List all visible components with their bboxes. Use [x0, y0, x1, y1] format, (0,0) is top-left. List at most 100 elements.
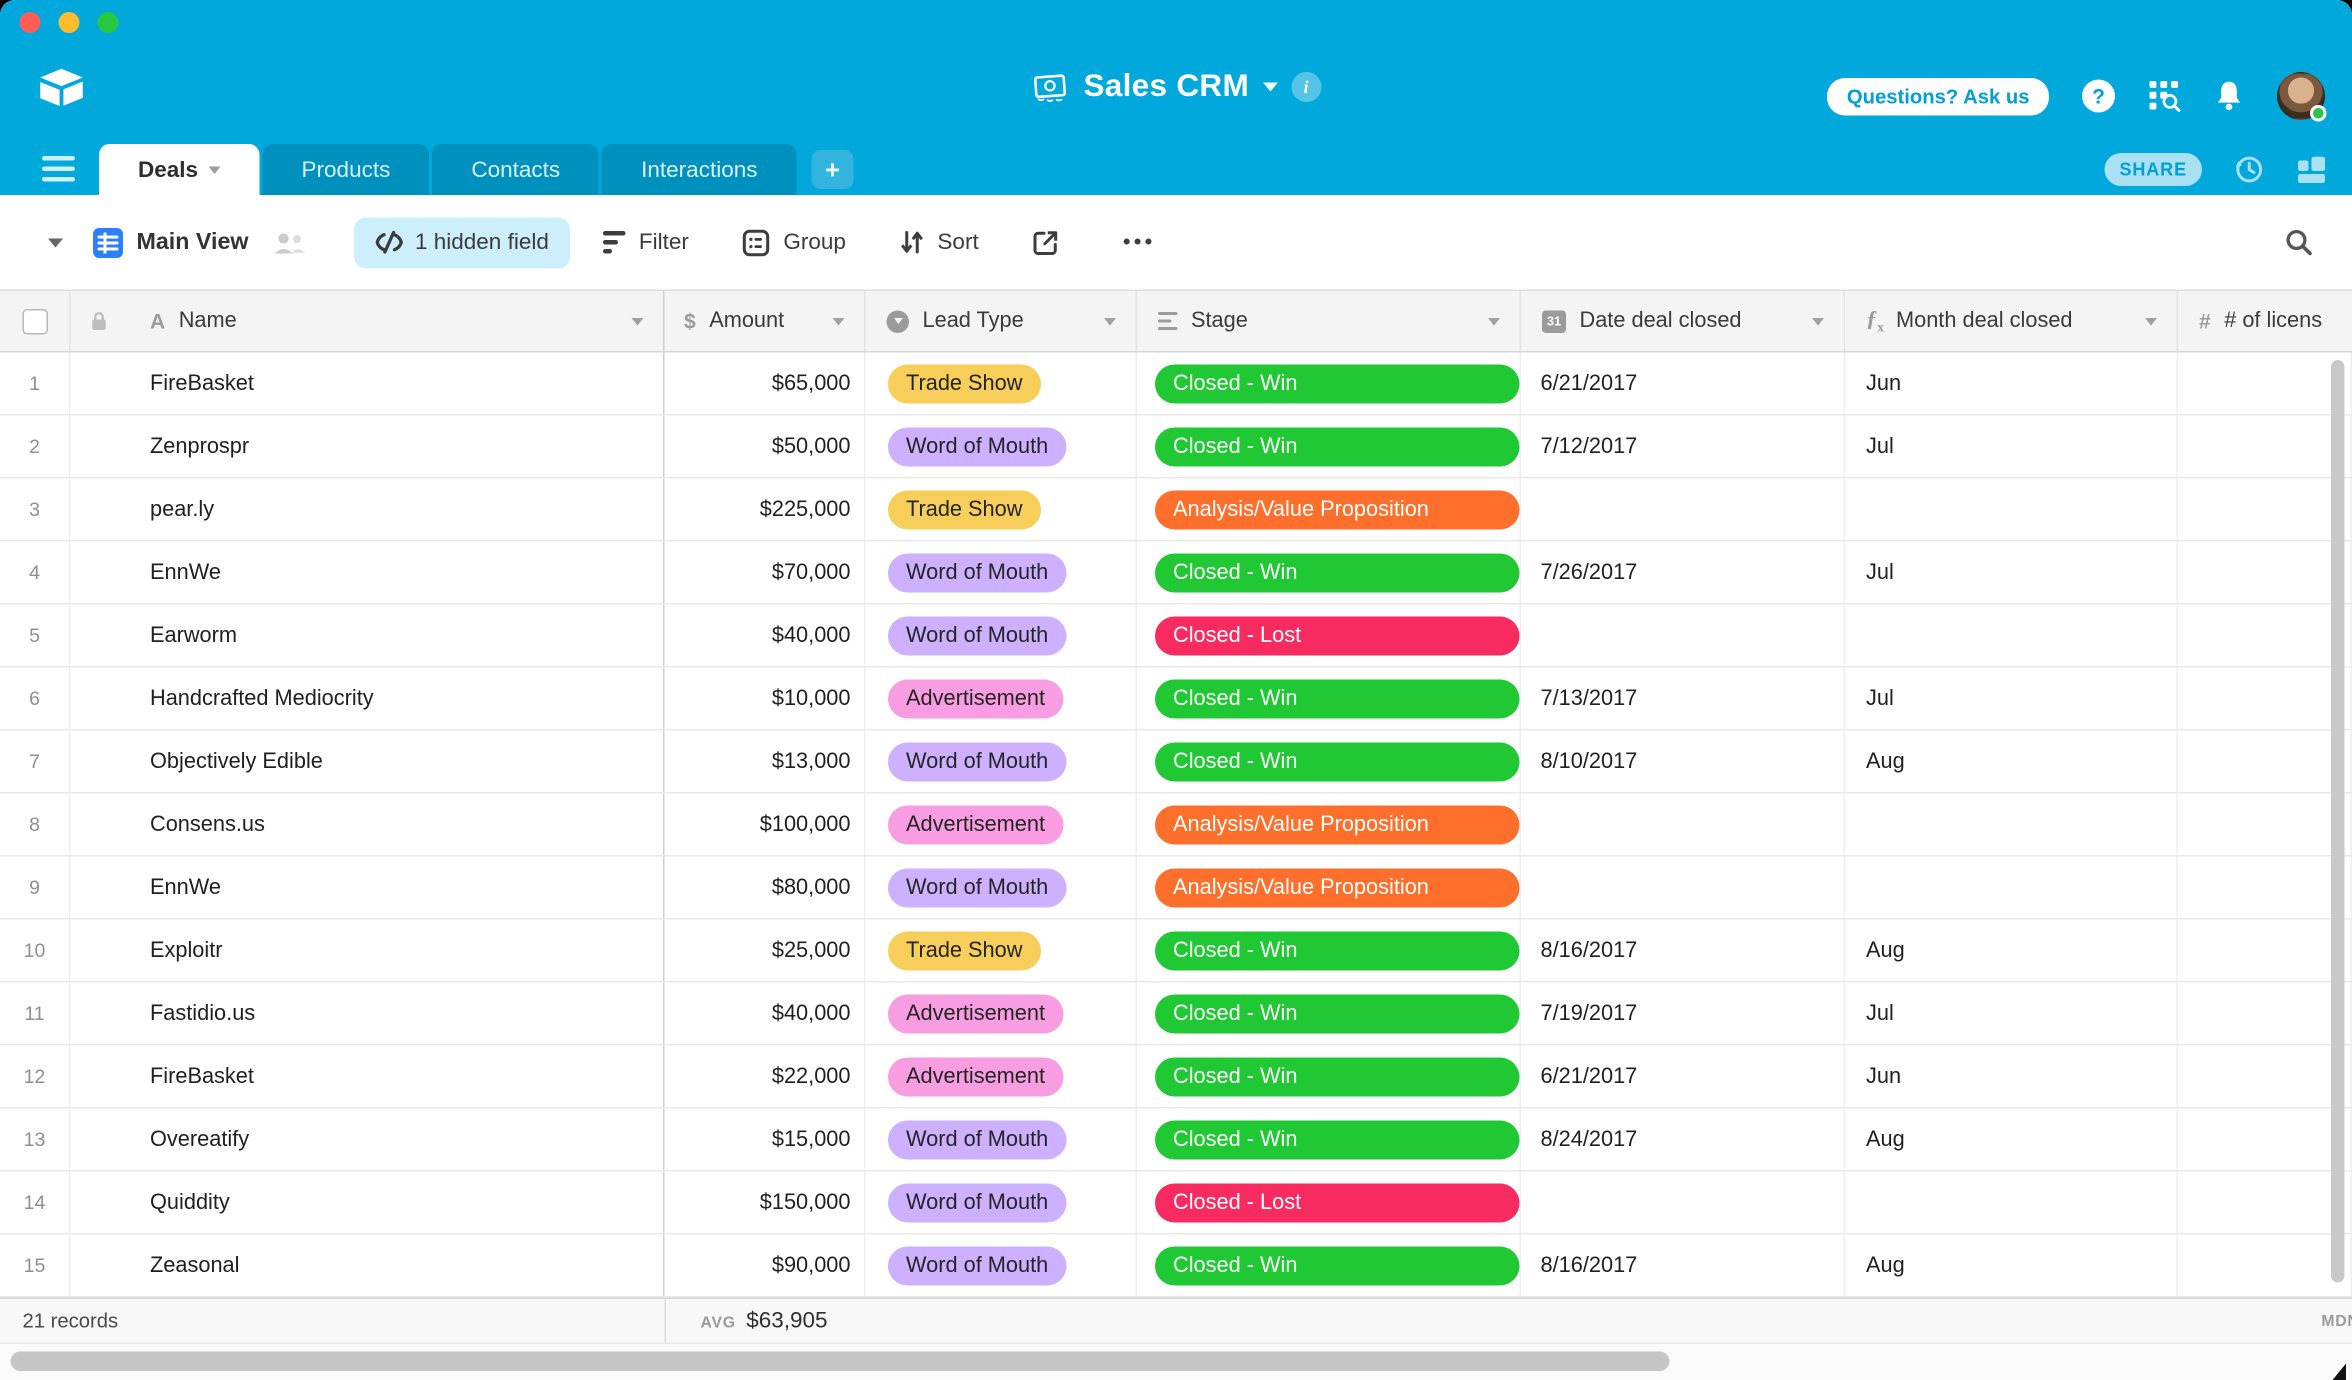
filter-button[interactable]: Filter [602, 230, 689, 255]
cell-month-closed[interactable] [1845, 478, 2178, 540]
share-button[interactable]: SHARE [2104, 153, 2202, 186]
row-gutter[interactable]: 8 [0, 793, 71, 855]
cell-lead-type[interactable]: Advertisement [866, 1045, 1137, 1107]
cell-name[interactable]: Handcrafted Mediocrity [71, 667, 665, 729]
help-icon[interactable]: ? [2082, 79, 2115, 113]
blocks-panel-icon[interactable] [2295, 153, 2328, 186]
cell-licenses[interactable] [2178, 604, 2352, 666]
cell-month-closed[interactable]: Aug [1845, 1234, 2178, 1296]
column-header-name[interactable]: A Name [71, 291, 665, 351]
cell-lead-type[interactable]: Advertisement [866, 667, 1137, 729]
column-menu-caret-icon[interactable] [832, 317, 845, 325]
row-gutter[interactable]: 1 [0, 352, 71, 414]
cell-amount[interactable]: $13,000 [665, 730, 866, 792]
vertical-scrollbar-thumb[interactable] [2331, 360, 2345, 1283]
user-avatar[interactable] [2277, 72, 2327, 122]
cell-stage[interactable]: Analysis/Value Proposition [1137, 478, 1521, 540]
cell-licenses[interactable] [2178, 1234, 2352, 1296]
cell-date-closed[interactable] [1521, 856, 1845, 918]
cell-date-closed[interactable]: 8/24/2017 [1521, 1108, 1845, 1170]
history-icon[interactable] [2232, 153, 2265, 186]
cell-name[interactable]: FireBasket [71, 352, 665, 414]
column-menu-caret-icon[interactable] [1812, 317, 1824, 325]
cell-stage[interactable]: Closed - Win [1137, 541, 1521, 603]
cell-amount[interactable]: $50,000 [665, 415, 866, 477]
cell-licenses[interactable] [2178, 541, 2352, 603]
cell-stage[interactable]: Closed - Lost [1137, 1171, 1521, 1233]
cell-amount[interactable]: $40,000 [665, 604, 866, 666]
cell-name[interactable]: Consens.us [71, 793, 665, 855]
cell-month-closed[interactable]: Jul [1845, 541, 2178, 603]
row-gutter[interactable]: 2 [0, 415, 71, 477]
row-gutter[interactable]: 12 [0, 1045, 71, 1107]
cell-lead-type[interactable]: Word of Mouth [866, 541, 1137, 603]
cell-licenses[interactable] [2178, 730, 2352, 792]
cell-name[interactable]: Earworm [71, 604, 665, 666]
column-menu-caret-icon[interactable] [2145, 317, 2157, 325]
more-options-button[interactable]: ••• [1122, 229, 1156, 256]
search-icon[interactable] [2285, 228, 2314, 257]
cell-amount[interactable]: $70,000 [665, 541, 866, 603]
cell-month-closed[interactable] [1845, 604, 2178, 666]
column-menu-caret-icon[interactable] [1488, 317, 1500, 325]
tab-products[interactable]: Products [262, 144, 430, 195]
cell-amount[interactable]: $150,000 [665, 1171, 866, 1233]
cell-month-closed[interactable]: Jul [1845, 667, 2178, 729]
cell-month-closed[interactable] [1845, 793, 2178, 855]
cell-name[interactable]: EnnWe [71, 856, 665, 918]
row-gutter[interactable]: 14 [0, 1171, 71, 1233]
cell-lead-type[interactable]: Word of Mouth [866, 1171, 1137, 1233]
cell-lead-type[interactable]: Trade Show [866, 352, 1137, 414]
cell-name[interactable]: Zeasonal [71, 1234, 665, 1296]
cell-name[interactable]: Overeatify [71, 1108, 665, 1170]
cell-date-closed[interactable] [1521, 604, 1845, 666]
cell-amount[interactable]: $80,000 [665, 856, 866, 918]
view-name[interactable]: Main View [136, 228, 249, 255]
cell-lead-type[interactable]: Word of Mouth [866, 415, 1137, 477]
cell-lead-type[interactable]: Advertisement [866, 793, 1137, 855]
cell-stage[interactable]: Closed - Win [1137, 1234, 1521, 1296]
cell-amount[interactable]: $100,000 [665, 793, 866, 855]
horizontal-scrollbar-thumb[interactable] [10, 1351, 1670, 1371]
cell-stage[interactable]: Closed - Win [1137, 352, 1521, 414]
questions-button[interactable]: Questions? Ask us [1827, 77, 2049, 115]
cell-date-closed[interactable]: 6/21/2017 [1521, 352, 1845, 414]
row-gutter[interactable]: 13 [0, 1108, 71, 1170]
cell-stage[interactable]: Closed - Win [1137, 415, 1521, 477]
select-all-checkbox[interactable] [21, 308, 48, 334]
cell-name[interactable]: Fastidio.us [71, 982, 665, 1044]
cell-date-closed[interactable]: 7/19/2017 [1521, 982, 1845, 1044]
tab-interactions[interactable]: Interactions [602, 144, 797, 195]
cell-lead-type[interactable]: Word of Mouth [866, 1108, 1137, 1170]
cell-stage[interactable]: Closed - Win [1137, 667, 1521, 729]
apps-search-icon[interactable] [2148, 80, 2181, 113]
cell-name[interactable]: FireBasket [71, 1045, 665, 1107]
cell-date-closed[interactable]: 7/26/2017 [1521, 541, 1845, 603]
cell-licenses[interactable] [2178, 1045, 2352, 1107]
amount-summary[interactable]: AVG $63,905 [701, 1308, 828, 1334]
cell-licenses[interactable] [2178, 1171, 2352, 1233]
cell-month-closed[interactable]: Aug [1845, 1108, 2178, 1170]
cell-lead-type[interactable]: Word of Mouth [866, 856, 1137, 918]
share-view-button[interactable] [1033, 229, 1060, 256]
hidden-fields-button[interactable]: 1 hidden field [353, 216, 570, 268]
cell-name[interactable]: Zenprospr [71, 415, 665, 477]
cell-month-closed[interactable] [1845, 856, 2178, 918]
row-gutter[interactable]: 11 [0, 982, 71, 1044]
cell-stage[interactable]: Analysis/Value Proposition [1137, 856, 1521, 918]
cell-stage[interactable]: Closed - Win [1137, 982, 1521, 1044]
cell-amount[interactable]: $22,000 [665, 1045, 866, 1107]
zoom-window-button[interactable] [97, 12, 119, 33]
info-icon[interactable]: i [1291, 72, 1322, 102]
cell-amount[interactable]: $10,000 [665, 667, 866, 729]
column-menu-caret-icon[interactable] [1104, 317, 1116, 325]
cell-amount[interactable]: $65,000 [665, 352, 866, 414]
view-sidebar-caret-icon[interactable] [48, 237, 63, 247]
cell-licenses[interactable] [2178, 1108, 2352, 1170]
row-gutter[interactable]: 9 [0, 856, 71, 918]
cell-date-closed[interactable]: 7/12/2017 [1521, 415, 1845, 477]
cell-month-closed[interactable]: Aug [1845, 730, 2178, 792]
cell-month-closed[interactable]: Jul [1845, 415, 2178, 477]
cell-lead-type[interactable]: Word of Mouth [866, 1234, 1137, 1296]
row-gutter[interactable]: 3 [0, 478, 71, 540]
